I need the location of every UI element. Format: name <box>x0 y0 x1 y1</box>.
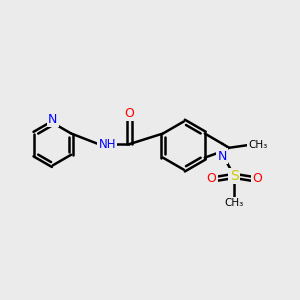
Text: O: O <box>207 172 217 185</box>
Text: O: O <box>252 172 262 185</box>
Text: CH₃: CH₃ <box>248 140 268 150</box>
Text: O: O <box>124 107 134 120</box>
Text: S: S <box>230 169 239 183</box>
Text: CH₃: CH₃ <box>225 198 244 208</box>
Text: N: N <box>218 150 227 163</box>
Text: N: N <box>48 113 58 126</box>
Text: NH: NH <box>99 138 116 151</box>
